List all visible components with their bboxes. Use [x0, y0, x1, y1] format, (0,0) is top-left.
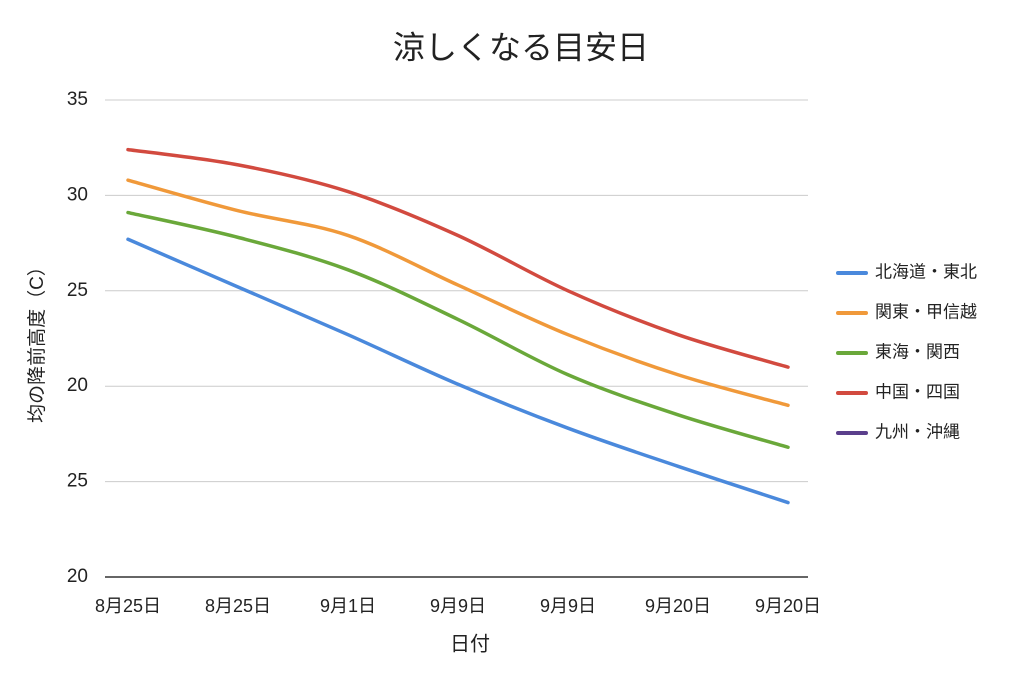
y-tick-label: 20	[67, 566, 88, 587]
y-tick-label: 20	[67, 375, 88, 396]
series-line	[126, 237, 790, 505]
y-tick-label: 30	[67, 184, 88, 205]
series-line	[126, 178, 790, 408]
y-tick-label: 25	[67, 280, 88, 301]
legend-label: 東海・関西	[875, 342, 960, 361]
chart-title: 涼しくなる目安日	[393, 29, 649, 65]
legend-label: 九州・沖縄	[875, 422, 960, 441]
legend-label: 関東・甲信越	[875, 302, 977, 321]
x-tick-label: 9月20日	[645, 596, 711, 616]
x-tick-label: 9月9日	[430, 596, 486, 616]
x-tick-label: 8月25日	[205, 596, 271, 616]
series-line	[126, 147, 790, 369]
y-tick-label: 35	[67, 89, 88, 110]
x-axis-title: 日付	[450, 632, 490, 655]
legend-label: 中国・四国	[875, 382, 960, 401]
x-tick-label: 9月20日	[755, 596, 821, 616]
x-tick-label: 9月9日	[540, 596, 596, 616]
x-tick-label: 9月1日	[320, 596, 376, 616]
series-line	[126, 210, 790, 450]
x-tick-label: 8月25日	[95, 596, 161, 616]
y-axis-title: 均の降前高度（C）	[26, 257, 48, 423]
legend-label: 北海道・東北	[875, 262, 977, 281]
y-tick-label: 25	[67, 471, 88, 492]
